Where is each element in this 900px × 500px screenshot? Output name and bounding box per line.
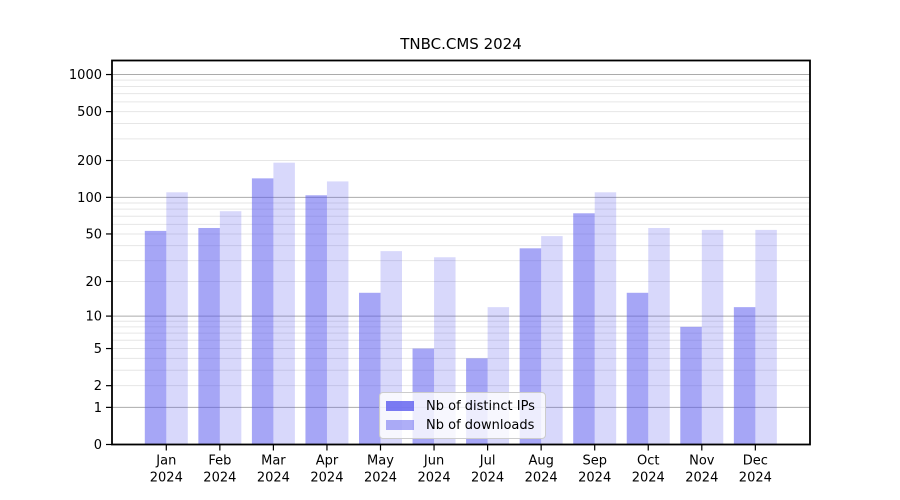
x-tick-label-year: 2024 <box>418 471 451 486</box>
y-tick-label: 10 <box>85 310 102 325</box>
bar-distinct-ips <box>680 326 702 445</box>
bar-distinct-ips <box>198 227 220 445</box>
x-tick-label-month: May <box>367 454 394 469</box>
bar-downloads <box>648 227 670 445</box>
y-tick-label: 500 <box>77 105 102 120</box>
legend-swatch-downloads <box>386 420 414 430</box>
x-tick-label-year: 2024 <box>525 471 558 486</box>
legend-label-downloads: Nb of downloads <box>426 417 535 433</box>
y-tick-label: 1 <box>94 401 102 416</box>
bar-distinct-ips <box>144 230 167 445</box>
x-tick-label-year: 2024 <box>578 471 611 486</box>
legend-label-distinct-ips: Nb of distinct IPs <box>426 398 535 414</box>
x-tick-label-year: 2024 <box>471 471 504 486</box>
x-tick-label-year: 2024 <box>203 471 236 486</box>
y-tick-label: 1000 <box>69 68 102 83</box>
y-tick-label: 0 <box>94 438 102 453</box>
bar-distinct-ips <box>733 307 756 445</box>
x-tick-label-month: Jun <box>423 454 444 469</box>
y-tick-label: 2 <box>94 379 102 394</box>
x-tick-label-year: 2024 <box>685 471 718 486</box>
x-tick-label-month: Mar <box>261 454 286 469</box>
y-tick-label: 200 <box>77 154 102 169</box>
y-tick-label: 50 <box>85 227 102 242</box>
bar-downloads <box>701 229 724 445</box>
bar-downloads <box>273 162 295 445</box>
x-tick-label-month: Apr <box>316 454 339 469</box>
x-tick-label-year: 2024 <box>310 471 343 486</box>
legend-swatch-distinct-ips <box>386 401 414 411</box>
plot-border <box>111 59 811 446</box>
bar-distinct-ips <box>573 213 595 445</box>
bar-distinct-ips <box>359 292 381 445</box>
x-tick-label-year: 2024 <box>257 471 290 486</box>
x-tick-label-year: 2024 <box>150 471 183 486</box>
legend-item-downloads: Nb of downloads <box>386 416 537 434</box>
x-tick-label-year: 2024 <box>739 471 772 486</box>
y-tick-label: 20 <box>85 275 102 290</box>
x-tick-label-month: Nov <box>689 454 715 469</box>
legend-item-distinct-ips: Nb of distinct IPs <box>386 397 537 415</box>
bar-downloads <box>755 229 777 445</box>
y-tick-label: 100 <box>77 191 102 206</box>
x-tick-label-month: Jul <box>479 454 496 469</box>
chart-title: TNBC.CMS 2024 <box>400 35 522 53</box>
legend: Nb of distinct IPs Nb of downloads <box>379 392 546 439</box>
x-tick-label-month: Sep <box>582 454 607 469</box>
y-tick-label: 5 <box>94 342 102 357</box>
x-tick-label-year: 2024 <box>632 471 665 486</box>
bar-downloads <box>326 181 349 445</box>
x-tick-label-year: 2024 <box>364 471 397 486</box>
bar-distinct-ips <box>305 195 327 445</box>
x-tick-label-month: Feb <box>208 454 231 469</box>
x-tick-label-month: Dec <box>743 454 768 469</box>
bar-downloads <box>219 211 242 445</box>
bar-distinct-ips <box>626 292 649 445</box>
x-tick-label-month: Aug <box>528 454 553 469</box>
x-tick-label-month: Oct <box>637 454 659 469</box>
bar-downloads <box>166 192 188 445</box>
bar-distinct-ips <box>251 178 274 445</box>
bar-downloads <box>594 192 617 445</box>
x-tick-label-month: Jan <box>155 454 176 469</box>
bar-downloads <box>541 236 563 445</box>
